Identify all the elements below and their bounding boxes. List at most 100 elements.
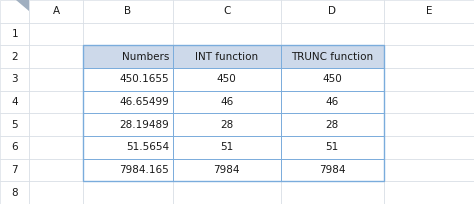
Bar — [83, 23, 173, 45]
Bar — [384, 113, 474, 136]
Bar — [83, 45, 384, 181]
Bar — [281, 159, 384, 181]
Bar — [281, 113, 384, 136]
Bar — [0, 91, 29, 113]
Bar — [384, 136, 474, 159]
Bar — [0, 0, 29, 23]
Bar — [173, 136, 281, 159]
Bar — [0, 136, 29, 159]
Text: 51.5654: 51.5654 — [126, 142, 169, 152]
Bar — [281, 159, 384, 181]
Text: C: C — [223, 6, 230, 16]
Text: 46.65499: 46.65499 — [119, 97, 169, 107]
Text: 28: 28 — [220, 120, 233, 130]
Bar — [0, 68, 29, 91]
Bar — [281, 68, 384, 91]
Bar — [83, 68, 173, 91]
Text: D: D — [328, 6, 336, 16]
Bar — [281, 91, 384, 113]
Bar — [281, 136, 384, 159]
Bar — [29, 0, 83, 23]
Bar — [0, 159, 29, 181]
Bar — [173, 45, 281, 68]
Bar — [173, 68, 281, 91]
Text: 450: 450 — [322, 74, 342, 84]
Text: 46: 46 — [326, 97, 339, 107]
Text: 28.19489: 28.19489 — [119, 120, 169, 130]
Text: 51: 51 — [220, 142, 233, 152]
Bar — [281, 23, 384, 45]
Text: 7: 7 — [11, 165, 18, 175]
Text: 2: 2 — [11, 52, 18, 62]
Bar — [281, 136, 384, 159]
Text: 4: 4 — [11, 97, 18, 107]
Bar — [384, 91, 474, 113]
Text: Numbers: Numbers — [122, 52, 169, 62]
Text: INT function: INT function — [195, 52, 258, 62]
Bar — [173, 91, 281, 113]
Bar — [83, 136, 173, 159]
Bar — [173, 159, 281, 181]
Bar — [29, 113, 83, 136]
Bar — [384, 0, 474, 23]
Bar — [173, 159, 281, 181]
Bar — [83, 0, 173, 23]
Text: 51: 51 — [326, 142, 339, 152]
Text: 28: 28 — [326, 120, 339, 130]
Text: 7984: 7984 — [214, 165, 240, 175]
Bar — [281, 181, 384, 204]
Bar — [29, 136, 83, 159]
Text: 46: 46 — [220, 97, 233, 107]
Bar — [281, 0, 384, 23]
Text: 8: 8 — [11, 188, 18, 198]
Text: 5: 5 — [11, 120, 18, 130]
Bar — [281, 45, 384, 68]
Bar — [0, 113, 29, 136]
Text: TRUNC function: TRUNC function — [291, 52, 374, 62]
Bar — [173, 136, 281, 159]
Bar — [281, 113, 384, 136]
Bar — [281, 68, 384, 91]
Bar — [0, 23, 29, 45]
Bar — [83, 136, 173, 159]
Bar — [29, 91, 83, 113]
Bar — [83, 181, 173, 204]
Bar — [83, 113, 173, 136]
Bar — [83, 113, 173, 136]
Text: 450.1655: 450.1655 — [119, 74, 169, 84]
Bar — [173, 23, 281, 45]
Bar — [384, 181, 474, 204]
Bar — [83, 91, 173, 113]
Text: 6: 6 — [11, 142, 18, 152]
Bar — [173, 181, 281, 204]
Text: B: B — [124, 6, 132, 16]
Bar — [0, 45, 29, 68]
Text: 1: 1 — [11, 29, 18, 39]
Bar — [83, 159, 173, 181]
Bar — [384, 23, 474, 45]
Bar — [83, 91, 173, 113]
Bar — [281, 91, 384, 113]
Bar — [384, 68, 474, 91]
Bar — [29, 159, 83, 181]
Text: E: E — [426, 6, 432, 16]
Bar — [29, 181, 83, 204]
Text: 3: 3 — [11, 74, 18, 84]
Bar — [29, 23, 83, 45]
Bar — [29, 68, 83, 91]
Text: 7984.165: 7984.165 — [119, 165, 169, 175]
Bar — [384, 159, 474, 181]
Bar — [29, 45, 83, 68]
Text: 7984: 7984 — [319, 165, 346, 175]
Bar — [281, 45, 384, 68]
Bar — [83, 159, 173, 181]
Text: A: A — [53, 6, 60, 16]
Bar — [173, 68, 281, 91]
Bar — [173, 0, 281, 23]
Bar — [173, 113, 281, 136]
Text: 450: 450 — [217, 74, 237, 84]
Bar — [0, 181, 29, 204]
Polygon shape — [16, 0, 29, 11]
Bar — [83, 45, 173, 68]
Bar — [173, 45, 281, 68]
